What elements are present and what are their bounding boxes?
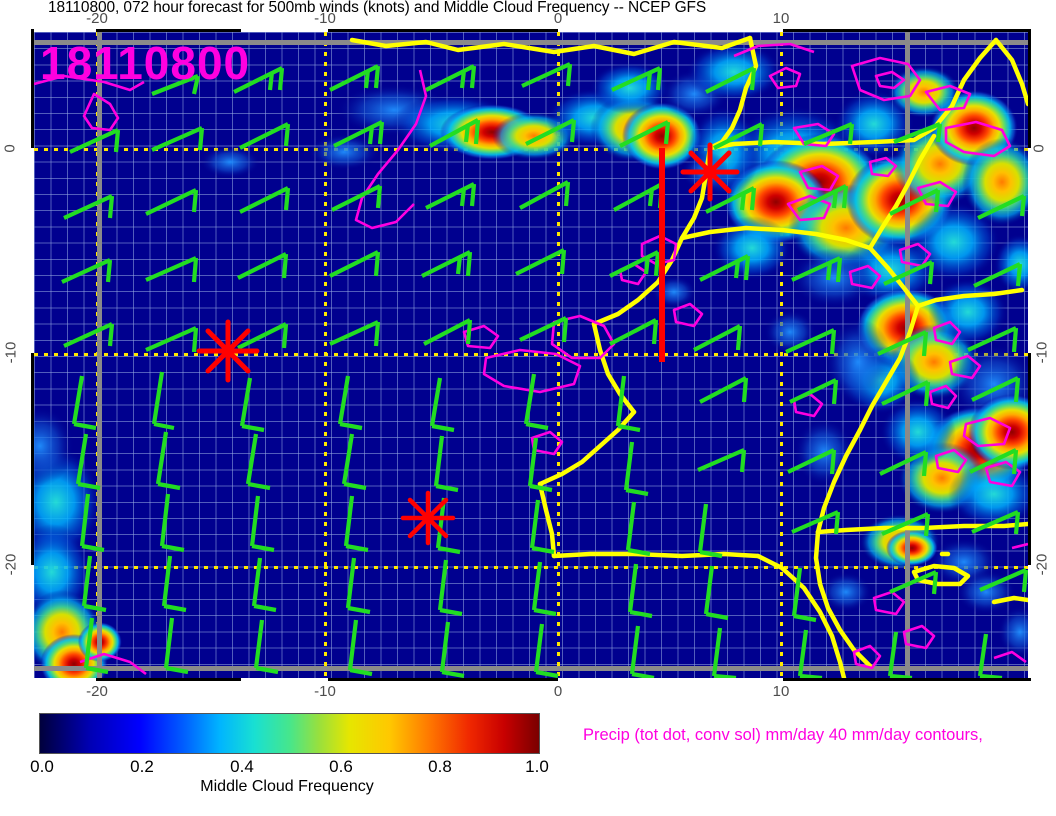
frame-tick-top-1 bbox=[96, 29, 241, 32]
frame-tick-top-3 bbox=[783, 29, 1031, 32]
xtick-bottom-0: -20 bbox=[86, 683, 108, 700]
domain-box-bottom bbox=[34, 666, 1028, 671]
ytick-left-0: 0 bbox=[1, 144, 19, 153]
xtick-top-0: -20 bbox=[86, 10, 108, 27]
colorbar-tick-4: 0.8 bbox=[428, 757, 452, 776]
domain-box-top bbox=[34, 40, 1028, 45]
marker-asterisk-1 bbox=[196, 319, 260, 383]
xtick-top-3: 10 bbox=[772, 10, 790, 27]
xtick-bottom-1: -10 bbox=[314, 683, 336, 700]
ytick-right-0: 0 bbox=[1030, 144, 1048, 153]
plot-frame bbox=[31, 29, 1031, 681]
frame-tick-bot-1 bbox=[96, 678, 241, 681]
colorbar-tick-2: 0.4 bbox=[230, 757, 254, 776]
frame-tick-bot-2 bbox=[328, 678, 558, 681]
storm-track-layer bbox=[196, 142, 740, 546]
colorbar-tick-0: 0.0 bbox=[30, 757, 54, 776]
xtick-bottom-3: 10 bbox=[772, 683, 790, 700]
colorbar[interactable] bbox=[39, 713, 540, 754]
frame-tick-right-1 bbox=[1028, 29, 1031, 148]
frame-tick-bot-3 bbox=[783, 678, 1031, 681]
frame-tick-left-2 bbox=[31, 353, 34, 565]
colorbar-tick-3: 0.6 bbox=[329, 757, 353, 776]
graticule-lon-m10 bbox=[324, 32, 327, 678]
graticule-lon-10 bbox=[780, 32, 783, 678]
ytick-left-1: -10 bbox=[2, 341, 20, 364]
frame-tick-right-2 bbox=[1028, 353, 1031, 565]
domain-box-left bbox=[97, 32, 102, 678]
frame-tick-top-2 bbox=[328, 29, 558, 32]
ytick-left-2: -20 bbox=[2, 553, 20, 576]
marker-asterisk-2 bbox=[400, 490, 456, 546]
colorbar-label: Middle Cloud Frequency bbox=[200, 778, 374, 795]
xtick-bottom-2: 0 bbox=[553, 683, 563, 700]
precip-legend-label: Precip (tot dot, conv sol) mm/day 40 mm/… bbox=[583, 726, 983, 744]
colorbar-tick-5: 1.0 bbox=[525, 757, 549, 776]
overlay-timestamp: 18110800 bbox=[40, 37, 251, 89]
ytick-right-2: -20 bbox=[1033, 553, 1051, 576]
map-plot-area[interactable]: 18110800 bbox=[34, 32, 1028, 678]
marker-asterisk-3 bbox=[680, 142, 740, 202]
graticule-lat-m20 bbox=[34, 566, 1028, 569]
xtick-top-1: -10 bbox=[314, 10, 336, 27]
graticule-lat-m10 bbox=[34, 353, 1028, 356]
ytick-right-1: -10 bbox=[1033, 341, 1051, 364]
wind-barb-layer bbox=[61, 62, 1028, 678]
xtick-top-2: 0 bbox=[553, 10, 563, 27]
colorbar-tick-1: 0.2 bbox=[130, 757, 154, 776]
figure-title: 18110800, 072 hour forecast for 500mb wi… bbox=[48, 0, 707, 16]
domain-box-right bbox=[905, 32, 910, 678]
frame-tick-left-1 bbox=[31, 29, 34, 148]
